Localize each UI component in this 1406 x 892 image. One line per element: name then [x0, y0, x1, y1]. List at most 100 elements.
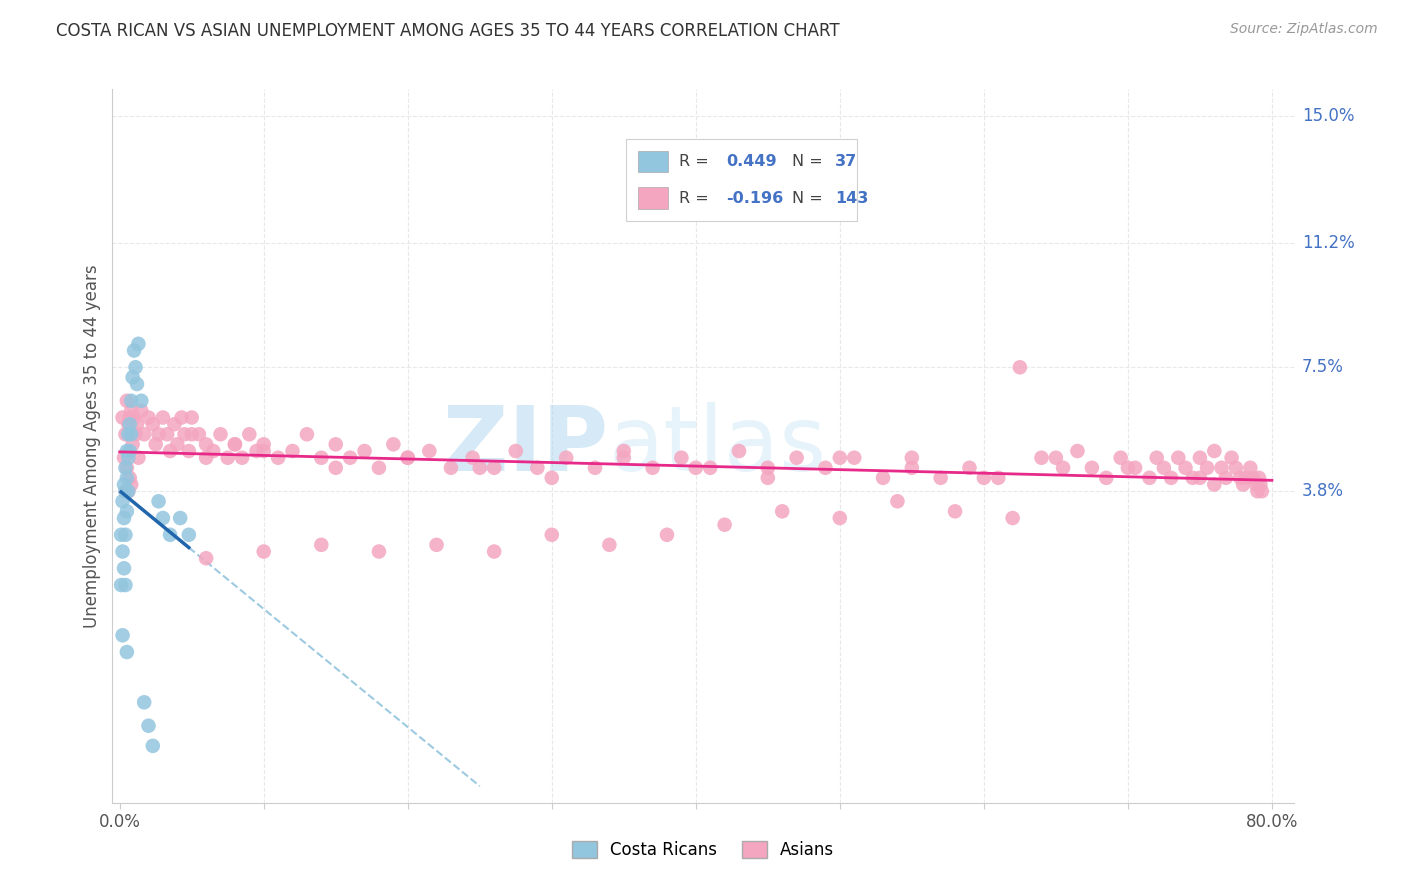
Point — [973, 471, 995, 485]
Point — [699, 460, 721, 475]
Point — [110, 528, 132, 542]
Point — [685, 460, 707, 475]
Point — [1220, 450, 1243, 465]
Point — [886, 494, 908, 508]
Point — [1031, 450, 1053, 465]
Point — [1052, 460, 1074, 475]
Bar — [638, 151, 668, 172]
Point — [901, 460, 924, 475]
Point — [713, 517, 735, 532]
Point — [1232, 477, 1254, 491]
Point — [482, 460, 505, 475]
Y-axis label: Unemployment Among Ages 35 to 44 years: Unemployment Among Ages 35 to 44 years — [83, 264, 101, 628]
Point — [156, 427, 179, 442]
Point — [1001, 511, 1024, 525]
Text: R =: R = — [679, 153, 714, 169]
Text: 15.0%: 15.0% — [1302, 107, 1354, 125]
Text: 37: 37 — [835, 153, 858, 169]
Text: 0.449: 0.449 — [727, 153, 778, 169]
Point — [111, 544, 134, 558]
Point — [1229, 471, 1251, 485]
Point — [1174, 460, 1197, 475]
Point — [1146, 450, 1168, 465]
Point — [959, 460, 981, 475]
Point — [120, 427, 142, 442]
Point — [828, 511, 851, 525]
Point — [253, 437, 276, 451]
Point — [145, 437, 167, 451]
Point — [129, 404, 152, 418]
Point — [1234, 471, 1257, 485]
Point — [253, 544, 276, 558]
Point — [756, 460, 779, 475]
Point — [224, 437, 246, 451]
Point — [209, 427, 232, 442]
Point — [267, 450, 290, 465]
Point — [1123, 460, 1146, 475]
Text: ZIP: ZIP — [443, 402, 609, 490]
Point — [120, 393, 142, 408]
Point — [117, 427, 139, 442]
Point — [112, 561, 135, 575]
Point — [195, 450, 218, 465]
Point — [1167, 450, 1189, 465]
Bar — [638, 187, 668, 209]
Point — [598, 538, 620, 552]
Point — [125, 377, 148, 392]
Point — [295, 427, 318, 442]
Point — [368, 460, 391, 475]
Point — [159, 444, 181, 458]
Point — [1188, 450, 1211, 465]
Point — [224, 437, 246, 451]
Point — [114, 484, 136, 499]
Point — [1204, 477, 1226, 491]
Point — [120, 404, 142, 418]
Point — [828, 450, 851, 465]
Point — [202, 444, 225, 458]
Point — [728, 444, 751, 458]
Text: 143: 143 — [835, 191, 869, 206]
Point — [115, 471, 138, 485]
Point — [1066, 444, 1088, 458]
Text: atlas: atlas — [609, 402, 827, 490]
Point — [583, 460, 606, 475]
Point — [115, 393, 138, 408]
Point — [111, 410, 134, 425]
Point — [396, 450, 419, 465]
Point — [118, 417, 141, 432]
Point — [1241, 471, 1264, 485]
Point — [159, 528, 181, 542]
Point — [112, 477, 135, 491]
Point — [655, 528, 678, 542]
Point — [987, 471, 1010, 485]
Point — [169, 511, 191, 525]
Point — [180, 427, 202, 442]
Point — [482, 544, 505, 558]
Point — [844, 450, 866, 465]
Point — [152, 410, 174, 425]
Point — [1188, 471, 1211, 485]
Point — [115, 460, 138, 475]
Point — [281, 444, 304, 458]
Point — [238, 427, 260, 442]
FancyBboxPatch shape — [626, 139, 856, 221]
Point — [125, 417, 148, 432]
Point — [613, 450, 636, 465]
Point — [118, 444, 141, 458]
Point — [671, 450, 693, 465]
Text: R =: R = — [679, 191, 714, 206]
Point — [112, 511, 135, 525]
Point — [339, 450, 361, 465]
Point — [110, 578, 132, 592]
Point — [177, 444, 200, 458]
Point — [311, 538, 333, 552]
Point — [1095, 471, 1118, 485]
Point — [124, 427, 146, 442]
Point — [1160, 471, 1182, 485]
Point — [770, 504, 793, 518]
Text: 11.2%: 11.2% — [1302, 235, 1354, 252]
Point — [1247, 471, 1270, 485]
Point — [114, 427, 136, 442]
Point — [148, 494, 170, 508]
Point — [929, 471, 952, 485]
